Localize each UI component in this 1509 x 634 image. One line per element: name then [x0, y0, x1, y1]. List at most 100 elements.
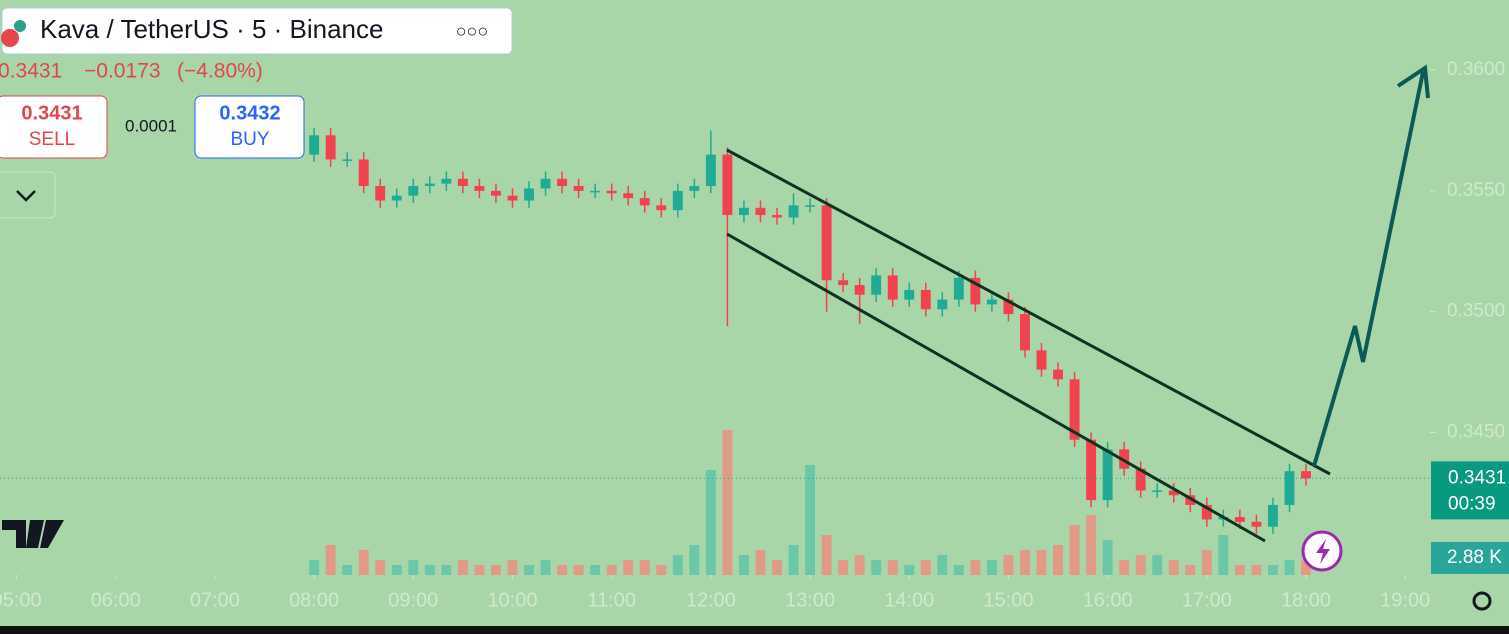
volume-bar — [408, 560, 419, 575]
volume-bar — [689, 545, 700, 575]
buy-label: BUY — [230, 129, 269, 150]
projection-arrow — [1312, 71, 1425, 467]
sell-button[interactable] — [0, 95, 108, 159]
candle-body — [904, 289, 915, 300]
volume-tag — [1431, 542, 1509, 574]
volume-bar — [540, 560, 551, 575]
channel-lower — [726, 232, 1266, 543]
candle-body — [1020, 314, 1030, 351]
volume-bar — [507, 560, 518, 575]
candle-body — [490, 190, 501, 196]
x-tick-label: 12:00 — [686, 589, 736, 611]
chevron-icon — [16, 190, 36, 202]
x-tick-label: 19:00 — [1380, 589, 1430, 611]
x-tick-label: 13:00 — [785, 589, 835, 611]
symbol-box[interactable] — [1, 7, 513, 55]
volume-bar — [1152, 555, 1163, 575]
y-tick-label: 0.3550 — [1447, 180, 1505, 201]
candle-body — [838, 280, 849, 286]
candle-body — [1152, 490, 1163, 492]
last-price: 0.3431 — [0, 60, 62, 83]
x-tick-label: 06:00 — [91, 589, 141, 611]
candle-body — [540, 178, 551, 189]
volume-bar — [738, 555, 749, 575]
volume-bar — [1102, 540, 1113, 575]
plot: 05:00 06:00 07:00 08:00 09:00 10:00 11:00 12:00… — [0, 59, 1509, 611]
candle-body — [557, 178, 568, 187]
bolt-icon — [1316, 539, 1330, 564]
candle-body — [424, 183, 435, 187]
settings-button[interactable] — [1472, 591, 1492, 611]
volume-bar — [937, 555, 948, 575]
x-tick-label: 14:00 — [884, 589, 934, 611]
volume-bar — [342, 565, 353, 575]
volume-bar — [441, 565, 452, 575]
volume-bar — [1020, 550, 1030, 575]
candle-body — [937, 299, 948, 310]
countdown: 00:39 — [1448, 493, 1496, 514]
x-tick-label: 08:00 — [289, 589, 339, 611]
volume-bar — [1284, 560, 1295, 575]
candle-body — [788, 205, 799, 218]
volume-bar — [772, 560, 782, 575]
volume-bar — [375, 560, 386, 575]
more-menu[interactable]: ○○○ — [456, 21, 489, 41]
volume-bar — [672, 555, 683, 575]
collapse-button[interactable] — [0, 171, 56, 219]
volume-bar — [424, 565, 435, 575]
candle-body — [755, 207, 766, 216]
volume-bar — [490, 565, 501, 575]
volume-bar — [970, 560, 981, 575]
candle-body — [639, 198, 650, 206]
volume-bar — [1267, 565, 1278, 575]
candle-body — [342, 159, 353, 161]
volume-bar — [309, 560, 320, 575]
volume-bar — [887, 560, 898, 575]
bottom-bar — [0, 626, 1509, 634]
candle-body — [772, 215, 782, 218]
candle-body — [953, 277, 964, 300]
candle-body — [590, 190, 601, 193]
volume-bar — [1251, 565, 1262, 575]
volume-bar — [1185, 565, 1196, 575]
candle-body — [1003, 299, 1014, 315]
y-tick-label: 0.3600 — [1447, 59, 1505, 80]
candle-body — [1135, 468, 1146, 491]
candle-body — [1036, 350, 1047, 370]
x-tick-label: 10:00 — [487, 589, 537, 611]
candle-body — [1234, 517, 1245, 522]
volume-bar — [474, 565, 485, 575]
candle-body — [1102, 449, 1113, 501]
volume-bar — [854, 555, 865, 575]
candle-body — [309, 135, 320, 155]
arrow-head — [1396, 64, 1430, 99]
candle-body — [474, 186, 485, 191]
candle-body — [821, 205, 832, 281]
volume-bar — [573, 565, 584, 575]
y-tick-label: 0.3500 — [1447, 301, 1505, 322]
volume-bar — [1003, 555, 1014, 575]
candle-body — [986, 299, 997, 305]
candle-body — [408, 186, 419, 196]
buy-button[interactable] — [194, 95, 305, 159]
candle-body — [375, 186, 386, 201]
volume-bar — [871, 560, 882, 575]
buy-price: 0.3432 — [219, 102, 280, 124]
logo-badge — [14, 20, 26, 32]
candle-body — [457, 178, 468, 187]
last-price-tag — [1431, 461, 1509, 520]
sell-price: 0.3431 — [21, 102, 82, 124]
candle-body — [524, 188, 534, 201]
spread: 0.0001 — [125, 116, 177, 135]
volume-bar — [590, 565, 601, 575]
x-tick-label: 18:00 — [1281, 589, 1331, 611]
candle-body — [1185, 495, 1196, 505]
candle-body — [854, 285, 865, 295]
candle-body — [805, 205, 816, 207]
candle-body — [1201, 504, 1212, 520]
sell-label: SELL — [29, 129, 75, 150]
volume-bar — [557, 565, 568, 575]
